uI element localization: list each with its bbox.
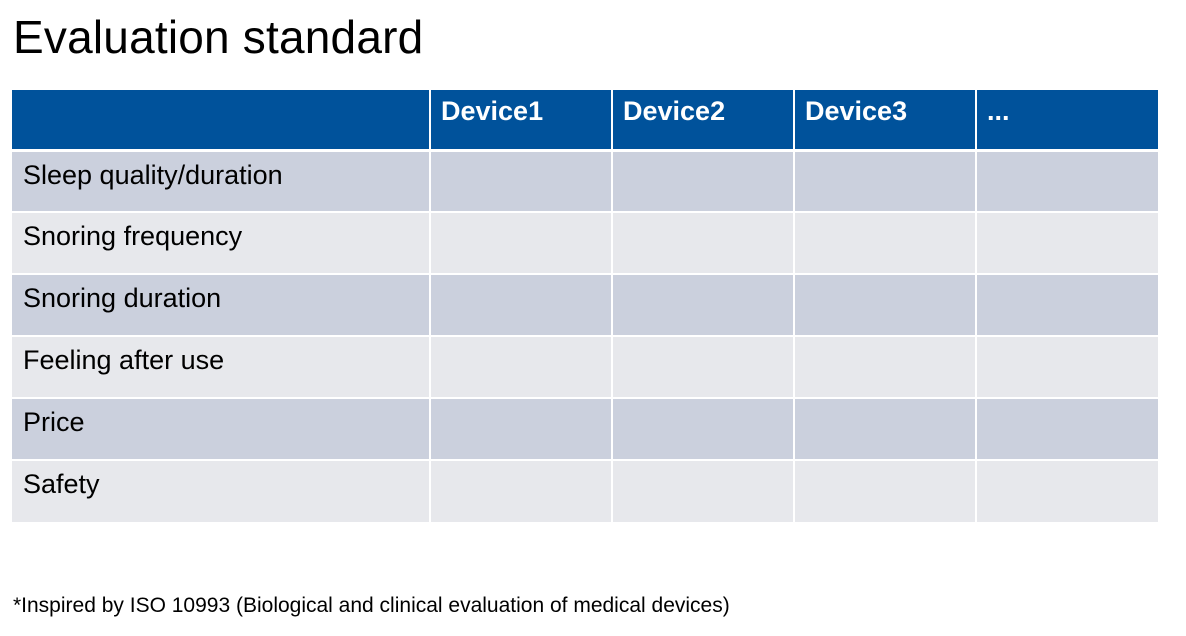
row-label: Feeling after use xyxy=(12,335,430,398)
table-cell xyxy=(429,273,612,336)
table-cell xyxy=(975,273,1158,336)
table-row: Snoring duration xyxy=(12,273,1158,336)
row-label: Price xyxy=(12,397,430,460)
table-cell xyxy=(975,335,1158,398)
table-cell xyxy=(429,397,612,460)
table-cell xyxy=(793,459,976,522)
table-cell xyxy=(429,459,612,522)
table-cell xyxy=(975,149,1158,212)
header-cell-device3: Device3 xyxy=(793,90,976,152)
table-cell xyxy=(611,459,794,522)
table-cell xyxy=(793,335,976,398)
header-cell-more: ... xyxy=(975,90,1158,152)
table-cell xyxy=(611,211,794,274)
table-row: Feeling after use xyxy=(12,335,1158,398)
table-cell xyxy=(793,211,976,274)
table-cell xyxy=(429,149,612,212)
header-cell-device1: Device1 xyxy=(429,90,612,152)
table-cell xyxy=(793,149,976,212)
header-cell-empty xyxy=(12,90,430,152)
table-cell xyxy=(611,149,794,212)
row-label: Snoring duration xyxy=(12,273,430,336)
table-row: Snoring frequency xyxy=(12,211,1158,274)
row-label: Snoring frequency xyxy=(12,211,430,274)
table-cell xyxy=(611,335,794,398)
slide-title: Evaluation standard xyxy=(13,11,424,63)
table-row: Price xyxy=(12,397,1158,460)
header-cell-device2: Device2 xyxy=(611,90,794,152)
footnote: *Inspired by ISO 10993 (Biological and c… xyxy=(13,594,730,617)
table-cell xyxy=(975,459,1158,522)
table-cell xyxy=(793,397,976,460)
row-label: Sleep quality/duration xyxy=(12,149,430,212)
table-row: Safety xyxy=(12,459,1158,522)
evaluation-table: Device1 Device2 Device3 ... Sleep qualit… xyxy=(12,90,1158,522)
table-cell xyxy=(429,335,612,398)
table-cell xyxy=(611,397,794,460)
row-label: Safety xyxy=(12,459,430,522)
table-cell xyxy=(611,273,794,336)
table-row: Sleep quality/duration xyxy=(12,149,1158,212)
table-cell xyxy=(429,211,612,274)
table-header-row: Device1 Device2 Device3 ... xyxy=(12,90,1158,152)
table-cell xyxy=(975,211,1158,274)
table-cell xyxy=(793,273,976,336)
table-cell xyxy=(975,397,1158,460)
